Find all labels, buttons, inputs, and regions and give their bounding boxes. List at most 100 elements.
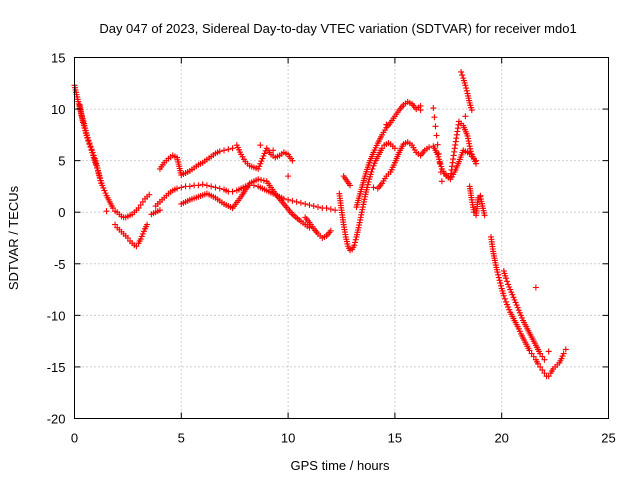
data-point [379,145,386,152]
data-point [494,269,501,276]
data-point [156,207,163,214]
data-point [507,286,514,293]
data-point [352,239,359,246]
data-point [306,224,313,231]
data-point [255,176,262,183]
data-point [323,205,330,212]
data-point [515,307,522,314]
data-point [473,157,480,164]
data-point [310,203,317,210]
data-point [186,183,193,190]
plot-frame [74,57,609,419]
data-point [371,160,378,167]
data-point [512,299,519,306]
data-point [98,180,105,187]
data-point [351,242,358,249]
data-point [137,201,144,208]
data-point [506,306,513,313]
data-point [530,353,537,360]
data-point [417,107,424,114]
x-tick-label: 15 [388,431,402,446]
data-point [139,230,146,237]
data-point [89,149,96,156]
data-point [261,150,268,157]
data-point [436,159,443,166]
data-point [369,165,376,172]
x-tick-label: 20 [494,431,508,446]
data-point [327,206,334,213]
data-point [90,152,97,159]
data-point [293,198,300,205]
data-point [364,184,371,191]
data-point [513,302,520,309]
data-point [270,147,277,154]
data-point [285,173,292,180]
data-point [289,197,296,204]
data-point [528,350,535,357]
data-point [504,301,511,308]
data-point [137,236,144,243]
data-point [532,284,539,291]
data-point [139,198,146,205]
data-point [102,190,109,197]
data-point [539,367,546,374]
data-point [541,356,548,363]
data-point [495,271,502,278]
y-tick-label: 5 [58,154,65,169]
data-point [88,146,95,153]
data-point [435,150,442,157]
data-point [560,350,567,357]
chart-title: Day 047 of 2023, Sidereal Day-to-day VTE… [99,21,576,36]
data-point [541,370,548,377]
data-point [508,289,515,296]
data-point [260,153,267,160]
data-point [327,227,334,234]
data-point [502,298,509,305]
data-point [463,87,470,94]
y-tick-labels: -20 -15 -10 -5 0 5 10 15 [47,51,66,427]
data-point [383,121,390,128]
x-axis-label: GPS time / hours [291,458,390,473]
y-tick-label: -10 [47,308,66,323]
data-point [138,233,145,240]
data-point [432,123,439,130]
data-point [199,181,206,188]
data-point [515,325,522,332]
data-point [559,353,566,360]
data-point [315,204,322,211]
data-point [505,304,512,311]
y-axis-label: SDTVAR / TECUs [6,185,21,290]
data-point [497,282,504,289]
data-point [459,72,466,79]
data-point [496,277,503,284]
x-tick-labels: 0 5 10 15 20 25 [71,431,616,446]
data-point [545,348,552,355]
grid-lines [74,57,609,419]
data-point [332,207,339,214]
data-point [462,113,469,120]
data-point [370,184,377,191]
data-point [506,283,513,290]
data-point [212,184,219,191]
data-point [146,191,153,198]
data-point [208,183,215,190]
data-point [509,291,516,298]
data-point [216,148,223,155]
data-point [505,281,512,288]
data-point [526,347,533,354]
data-point [85,137,92,144]
data-point [497,280,504,287]
data-point [510,294,517,301]
data-point [438,178,445,185]
data-points [71,68,569,380]
data-point [255,165,262,172]
data-point [229,188,236,195]
data-point [96,174,103,181]
data-point [109,205,116,212]
data-point [297,199,304,206]
data-point [391,145,398,152]
data-point [258,176,265,183]
data-point [100,184,107,191]
data-point [502,275,509,282]
